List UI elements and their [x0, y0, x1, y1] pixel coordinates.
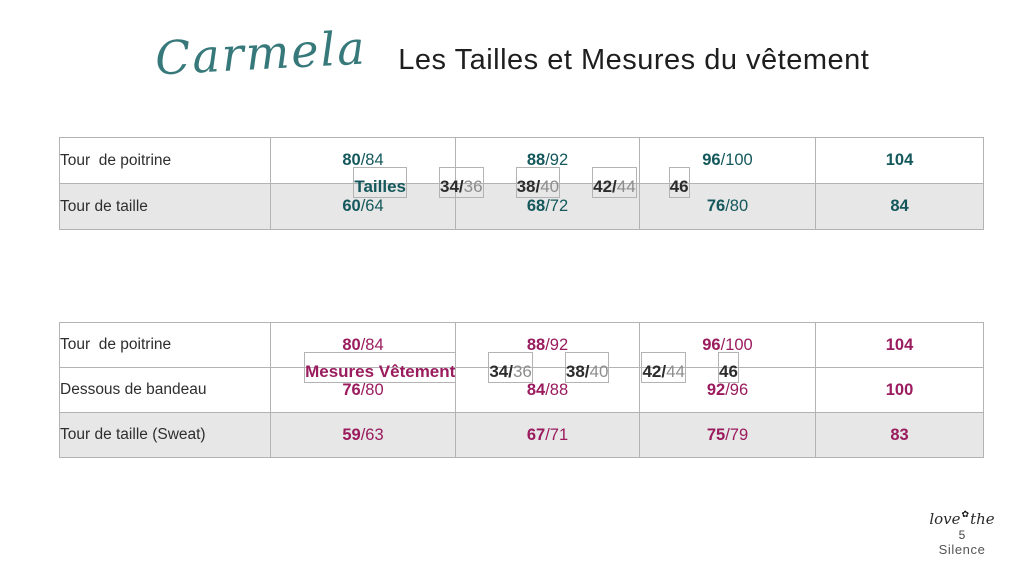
value-cell: 60/64 [270, 183, 456, 230]
table-row: Tour de taille 60/64 68/72 76/80 84 [59, 183, 984, 230]
value-cell: 80/84 [270, 322, 456, 368]
value-cell: 84 [815, 183, 984, 230]
table-row: Tour de poitrine 80/84 88/92 96/100 104 [59, 322, 984, 368]
table-mesures-vetement: Mesures Vêtement 34/36 38/40 42/44 46 Tour de… [59, 322, 984, 458]
value-cell: 76/80 [270, 367, 456, 413]
size-header-cell: 46 [668, 167, 690, 198]
size-header-cell: 34/36 [439, 167, 484, 198]
footer-script-the: the [970, 510, 995, 529]
value-cell: 83 [815, 412, 984, 458]
footer-brand-name: Silence [938, 542, 986, 558]
page-title: Les Tailles et Mesures du vêtement [398, 44, 870, 76]
table-tailles: Tailles 34/36 38/40 42/44 46 Tour de poitrine… [59, 137, 984, 230]
row-label: Tour de taille [59, 183, 271, 230]
value-cell: 96/100 [639, 137, 816, 184]
table-header-row: Mesures Vêtement 34/36 38/40 42/44 46 [60, 352, 984, 402]
size-header-cell: 38/40 [515, 167, 561, 198]
footer-script-love: love [929, 510, 961, 529]
value-cell: 59/63 [270, 412, 456, 458]
size-header-cell: 42/44 [641, 352, 686, 383]
size-header-cell: 34/36 [488, 352, 533, 383]
row-label: Tour de poitrine [59, 322, 271, 368]
page-number: 5 [958, 528, 966, 543]
footer-script-line: love✿the [914, 510, 1010, 528]
row-label: Tour de poitrine [59, 137, 271, 184]
slide-header: Carmela Les Tailles et Mesures du vêteme… [0, 21, 1024, 86]
value-cell: 104 [815, 322, 984, 368]
size-header-cell: 46 [718, 352, 739, 383]
size-header-cell: 38/40 [564, 352, 610, 383]
value-cell: 92/96 [639, 367, 816, 413]
value-cell: 96/100 [639, 322, 816, 368]
table-row: Dessous de bandeau 76/80 84/88 92/96 100 [59, 367, 984, 413]
flower-icon: ✿ [961, 510, 970, 521]
size-header-cell: 42/44 [592, 167, 637, 198]
value-cell: 67/71 [455, 412, 640, 458]
value-cell: 104 [815, 137, 984, 184]
brand-logo: Carmela [153, 20, 368, 86]
footer-logo: love✿the 5 Silence [914, 510, 1010, 558]
row-label: Dessous de bandeau [59, 367, 271, 413]
table-row: Tour de taille (Sweat) 59/63 67/71 75/79 83 [59, 412, 984, 458]
row-label: Tour de taille (Sweat) [59, 412, 271, 458]
value-cell: 68/72 [455, 183, 640, 230]
value-cell: 75/79 [639, 412, 816, 458]
table-title-cell: Mesures Vêtement [304, 352, 457, 383]
table-row: Tour de poitrine 80/84 88/92 96/100 104 [59, 137, 984, 184]
table-header-row: Tailles 34/36 38/40 42/44 46 [60, 167, 984, 218]
table-title-cell: Tailles [353, 167, 408, 198]
